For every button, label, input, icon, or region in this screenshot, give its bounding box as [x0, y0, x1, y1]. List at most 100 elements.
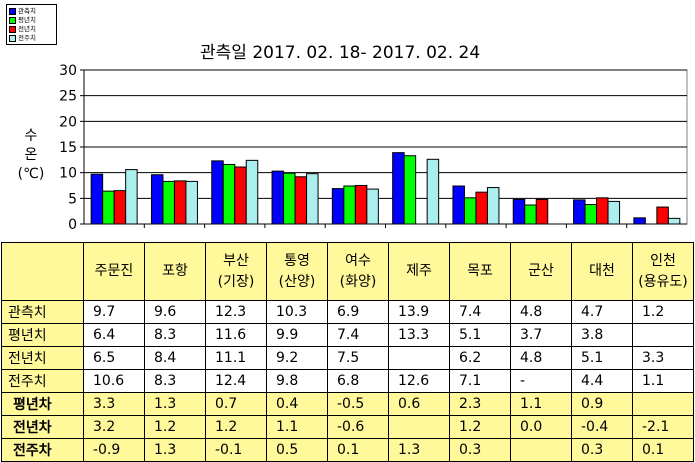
table-cell: 6.8	[327, 369, 389, 393]
table-cell: 7.4	[449, 300, 511, 324]
table-cell: 3.8	[571, 323, 633, 347]
table-cell: -0.9	[83, 438, 145, 462]
table-cell: 9.7	[83, 300, 145, 324]
station-header: 제주	[388, 242, 450, 301]
bar	[535, 198, 549, 225]
table-cell: 13.9	[388, 300, 450, 324]
table-cell: -0.5	[327, 392, 389, 416]
table-cell: 7.4	[327, 323, 389, 347]
table-cell: 1.1	[266, 415, 328, 439]
table-cell: 2.3	[449, 392, 511, 416]
bar	[667, 217, 681, 225]
y-tick-label: 15	[59, 140, 77, 156]
y-tick-label: 25	[59, 89, 77, 105]
legend-label: 전년치	[18, 25, 36, 33]
bar	[125, 169, 138, 225]
bar	[90, 173, 104, 225]
table-cell: 5.1	[571, 346, 633, 370]
table-header-row: 주문진 포항 부산 (기장) 통영 (산양) 여수 (화양) 제주 목포 군산 대천 인천 (용유도)	[1, 242, 694, 301]
station-name-line: 군산	[528, 263, 554, 279]
bar	[211, 160, 224, 225]
bar	[633, 217, 646, 225]
table-cell: 1.1	[632, 369, 694, 393]
table-cell: 6.9	[327, 300, 389, 324]
bar	[573, 199, 586, 225]
row-label: 관측치	[1, 300, 84, 324]
legend-item: 평년치	[9, 16, 56, 25]
table-cell	[388, 346, 450, 370]
station-header: 목포	[449, 242, 511, 301]
row-label: 전년치	[1, 346, 84, 370]
bar	[245, 159, 259, 225]
legend-label: 전주치	[18, 34, 36, 42]
table-cell: 1.3	[144, 392, 206, 416]
table-cell: 9.2	[266, 346, 328, 370]
table-cell: -0.1	[205, 438, 267, 462]
table-cell: 1.2	[449, 415, 511, 439]
table-cell: 8.3	[144, 369, 206, 393]
table-cell	[632, 392, 694, 416]
station-name-line: 대천	[589, 263, 615, 279]
y-tick-label: 30	[59, 63, 77, 79]
station-name-line: 여수	[345, 252, 371, 269]
table-cell: 0.9	[571, 392, 633, 416]
table-cell: 4.4	[571, 369, 633, 393]
station-header: 통영 (산양)	[266, 242, 328, 301]
table-cell: 6.5	[83, 346, 145, 370]
y-tick-label: 0	[68, 217, 77, 233]
y-axis-label-line: (℃)	[17, 166, 45, 182]
legend-label: 관측치	[18, 7, 36, 15]
bar	[283, 172, 296, 225]
table-row: 전년차 3.2 1.2 1.2 1.1 -0.6 1.2 0.0 -0.4 -2.1	[1, 415, 694, 439]
legend-swatch	[9, 17, 16, 24]
table-cell: 1.3	[388, 438, 450, 462]
y-tick-label: 5	[68, 191, 77, 207]
legend-label: 평년치	[18, 16, 36, 24]
legend-swatch	[9, 8, 16, 15]
table-row: 평년차 3.3 1.3 0.7 0.4 -0.5 0.6 2.3 1.1 0.9	[1, 392, 694, 416]
table-cell: 0.1	[632, 438, 694, 462]
bar	[656, 206, 669, 225]
station-header: 대천	[571, 242, 633, 301]
table-cell: 12.3	[205, 300, 267, 324]
bar	[306, 173, 319, 225]
bar	[354, 185, 368, 225]
table-cell: 7.5	[327, 346, 389, 370]
table-cell: -0.6	[327, 415, 389, 439]
bar	[234, 166, 247, 225]
table-cell: -	[510, 369, 572, 393]
table-cell: 0.0	[510, 415, 572, 439]
bar	[584, 203, 598, 225]
table-cell: 1.2	[144, 415, 206, 439]
table-cell: 11.6	[205, 323, 267, 347]
bar	[185, 180, 198, 225]
table-cell: 0.5	[266, 438, 328, 462]
table-cell: 5.1	[449, 323, 511, 347]
station-name-line: 통영	[284, 252, 310, 269]
chart-legend: 관측치 평년치 전년치 전주치	[6, 4, 57, 45]
table-cell: 10.6	[83, 369, 145, 393]
row-label: 전주치	[1, 369, 84, 393]
table-row: 평년치 6.4 8.3 11.6 9.9 7.4 13.3 5.1 3.7 3.8	[1, 323, 694, 347]
table-cell: 3.3	[632, 346, 694, 370]
station-header: 포항	[144, 242, 206, 301]
legend-item: 관측치	[9, 7, 56, 16]
bar	[452, 185, 465, 225]
station-name-line: 목포	[467, 263, 493, 279]
table-cell: 3.2	[83, 415, 145, 439]
table-cell: 7.1	[449, 369, 511, 393]
row-label: 전주차	[1, 438, 84, 462]
bar	[607, 200, 621, 225]
table-corner-cell	[1, 242, 84, 301]
station-header: 부산 (기장)	[205, 242, 267, 301]
table-cell: 8.4	[144, 346, 206, 370]
table-cell: -0.4	[571, 415, 633, 439]
table-cell: 0.3	[449, 438, 511, 462]
y-tick-label: 10	[59, 166, 77, 182]
table-cell	[510, 438, 572, 462]
bar	[102, 190, 115, 225]
table-cell: 0.7	[205, 392, 267, 416]
station-name-line: 부산	[223, 252, 249, 269]
station-header: 군산	[510, 242, 572, 301]
table-cell	[388, 415, 450, 439]
